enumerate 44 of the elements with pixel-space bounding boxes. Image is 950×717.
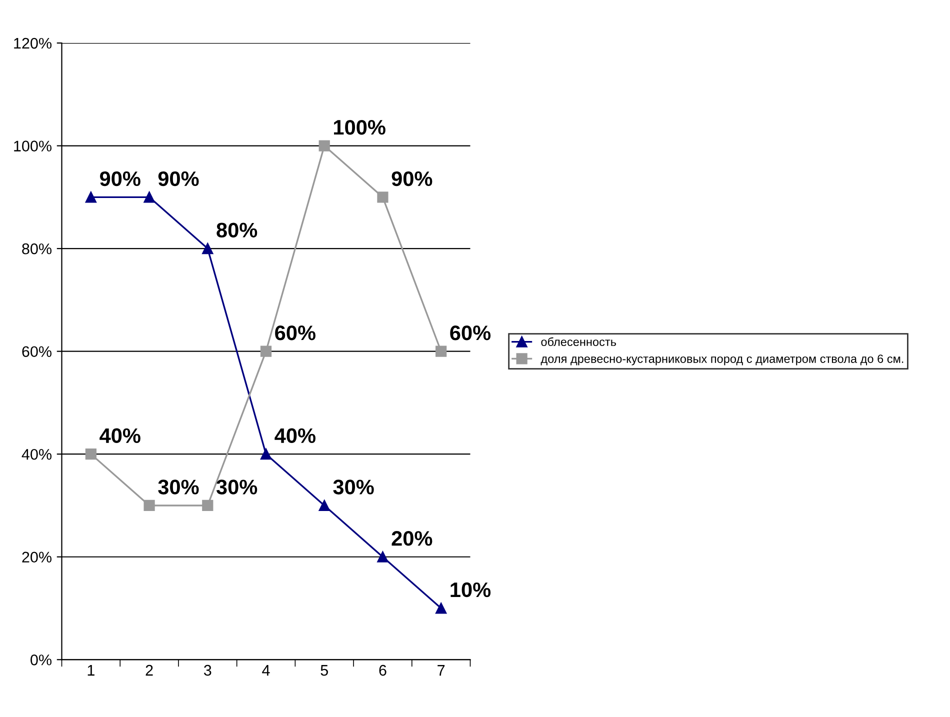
data-label: 90% xyxy=(158,171,199,186)
point xyxy=(202,500,214,512)
data-label: 30% xyxy=(158,480,199,494)
x-tick-label: 3 xyxy=(204,664,212,676)
y-tick-label: 100% xyxy=(14,140,52,152)
data-label: 20% xyxy=(392,531,432,546)
x-tick-label: 2 xyxy=(146,664,153,676)
data-label: 80% xyxy=(216,222,258,238)
data-label: 60% xyxy=(450,326,491,340)
x-tick-label: 6 xyxy=(379,664,386,676)
y-tick-label: 60% xyxy=(22,346,52,358)
y-tick-label: 80% xyxy=(22,243,52,254)
legend-label: облесенность xyxy=(541,337,616,346)
data-label: 30% xyxy=(216,480,258,494)
x-tick-label: 4 xyxy=(262,665,270,676)
legend-label: доля древесно-кустарниковых пород с диаметром ствола до 6 см. xyxy=(540,354,904,366)
point xyxy=(436,602,447,614)
data-label: 90% xyxy=(392,171,432,186)
point xyxy=(144,500,155,512)
point xyxy=(85,192,96,203)
data-label: 90% xyxy=(100,171,140,186)
data-label: 10% xyxy=(450,582,491,598)
data-label: 100% xyxy=(334,120,386,135)
point xyxy=(377,551,388,562)
point xyxy=(202,243,214,254)
y-tick-label: 20% xyxy=(22,552,52,563)
data-label: 30% xyxy=(333,480,374,494)
point xyxy=(260,346,272,357)
x-tick-label: 7 xyxy=(438,665,445,676)
point xyxy=(436,346,447,357)
point xyxy=(144,192,155,203)
point xyxy=(85,448,96,460)
data-label: 40% xyxy=(274,428,316,444)
y-tick-label: 0% xyxy=(30,654,52,666)
point xyxy=(318,500,330,512)
y-tick-label: 40% xyxy=(22,448,52,460)
point xyxy=(377,192,388,203)
data-label: 40% xyxy=(100,428,140,444)
point xyxy=(260,448,272,460)
x-tick-label: 5 xyxy=(320,665,328,676)
data-label: 60% xyxy=(275,326,316,340)
y-tick-label: 120% xyxy=(14,38,52,49)
point xyxy=(318,140,330,152)
x-tick-label: 1 xyxy=(88,665,94,676)
